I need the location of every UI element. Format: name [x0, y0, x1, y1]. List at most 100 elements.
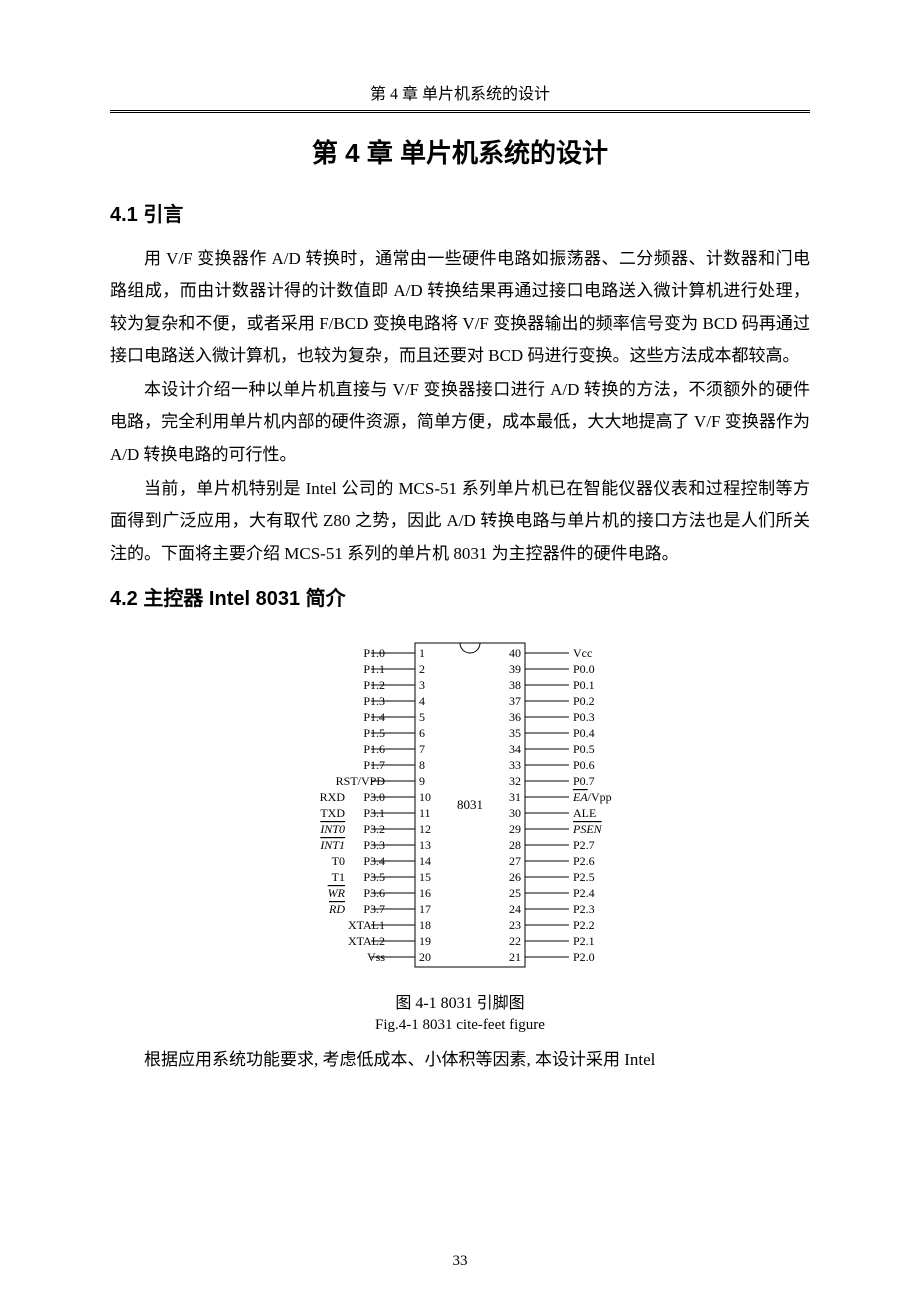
pin-diagram-8031: 8031 1 P1.0 2 P1.1 3 P1.2 4 P1.3 5 P1.4 6 P1.5 7 P1.6 8…	[110, 629, 810, 979]
svg-text:P1.7: P1.7	[363, 758, 385, 772]
svg-text:XTAL1: XTAL1	[348, 918, 385, 932]
section-4-2-title: 4.2 主控器 Intel 8031 简介	[110, 582, 810, 611]
svg-text:20: 20	[419, 950, 431, 964]
section-4-1-p3: 当前，单片机特别是 Intel 公司的 MCS-51 系列单片机已在智能仪器仪表…	[110, 473, 810, 570]
svg-text:INT0: INT0	[319, 822, 345, 836]
svg-text:35: 35	[509, 726, 521, 740]
section-4-2-p1: 根据应用系统功能要求, 考虑低成本、小体积等因素, 本设计采用 Intel	[110, 1044, 810, 1076]
svg-text:P2.1: P2.1	[573, 934, 595, 948]
page-header: 第 4 章 单片机系统的设计	[110, 80, 810, 113]
svg-text:P3.5: P3.5	[363, 870, 385, 884]
svg-text:6: 6	[419, 726, 425, 740]
chip-pinout-svg: 8031 1 P1.0 2 P1.1 3 P1.2 4 P1.3 5 P1.4 6 P1.5 7 P1.6 8…	[260, 629, 660, 979]
svg-text:34: 34	[509, 742, 521, 756]
svg-text:RST/VPD: RST/VPD	[336, 774, 386, 788]
section-4-1-p2: 本设计介绍一种以单片机直接与 V/F 变换器接口进行 A/D 转换的方法，不须额…	[110, 374, 810, 471]
svg-text:P1.5: P1.5	[363, 726, 385, 740]
svg-text:P0.1: P0.1	[573, 678, 595, 692]
svg-text:P2.0: P2.0	[573, 950, 595, 964]
svg-text:12: 12	[419, 822, 431, 836]
svg-text:28: 28	[509, 838, 521, 852]
svg-text:P0.3: P0.3	[573, 710, 595, 724]
svg-text:P2.3: P2.3	[573, 902, 595, 916]
svg-text:P0.2: P0.2	[573, 694, 595, 708]
svg-text:7: 7	[419, 742, 425, 756]
svg-text:P2.2: P2.2	[573, 918, 595, 932]
svg-text:P0.7: P0.7	[573, 774, 595, 788]
svg-text:40: 40	[509, 646, 521, 660]
svg-text:4: 4	[419, 694, 425, 708]
svg-text:19: 19	[419, 934, 431, 948]
svg-text:P3.7: P3.7	[363, 902, 385, 916]
svg-text:11: 11	[419, 806, 431, 820]
chapter-title: 第 4 章 单片机系统的设计	[110, 133, 810, 170]
svg-text:5: 5	[419, 710, 425, 724]
svg-text:14: 14	[419, 854, 431, 868]
figure-caption-en: Fig.4-1 8031 cite-feet figure	[110, 1017, 810, 1034]
svg-text:P2.4: P2.4	[573, 886, 595, 900]
svg-text:P0.0: P0.0	[573, 662, 595, 676]
svg-text:ALE: ALE	[573, 806, 596, 820]
svg-text:23: 23	[509, 918, 521, 932]
svg-text:24: 24	[509, 902, 521, 916]
svg-text:RXD: RXD	[320, 790, 346, 804]
svg-text:PSEN: PSEN	[572, 822, 603, 836]
svg-text:2: 2	[419, 662, 425, 676]
section-4-1-p1: 用 V/F 变换器作 A/D 转换时，通常由一些硬件电路如振荡器、二分频器、计数…	[110, 243, 810, 372]
svg-text:P3.6: P3.6	[363, 886, 385, 900]
svg-text:P1.6: P1.6	[363, 742, 385, 756]
figure-caption-cn: 图 4-1 8031 引脚图	[110, 989, 810, 1013]
svg-text:39: 39	[509, 662, 521, 676]
svg-text:10: 10	[419, 790, 431, 804]
svg-text:38: 38	[509, 678, 521, 692]
svg-text:37: 37	[509, 694, 521, 708]
svg-text:P3.1: P3.1	[363, 806, 385, 820]
svg-text:16: 16	[419, 886, 431, 900]
svg-text:P1.3: P1.3	[363, 694, 385, 708]
svg-text:P3.0: P3.0	[363, 790, 385, 804]
svg-text:Vss: Vss	[367, 950, 385, 964]
svg-text:1: 1	[419, 646, 425, 660]
svg-text:30: 30	[509, 806, 521, 820]
svg-text:25: 25	[509, 886, 521, 900]
svg-text:18: 18	[419, 918, 431, 932]
svg-text:P0.5: P0.5	[573, 742, 595, 756]
svg-text:INT1: INT1	[319, 838, 345, 852]
svg-text:3: 3	[419, 678, 425, 692]
svg-text:P3.3: P3.3	[363, 838, 385, 852]
svg-text:13: 13	[419, 838, 431, 852]
svg-text:EA/Vpp: EA/Vpp	[572, 790, 612, 804]
page-number: 33	[0, 1253, 920, 1270]
svg-text:29: 29	[509, 822, 521, 836]
svg-text:WR: WR	[328, 886, 346, 900]
svg-text:P1.1: P1.1	[363, 662, 385, 676]
section-4-1-title: 4.1 引言	[110, 198, 810, 227]
svg-text:33: 33	[509, 758, 521, 772]
svg-text:31: 31	[509, 790, 521, 804]
svg-text:P3.4: P3.4	[363, 854, 385, 868]
svg-text:8: 8	[419, 758, 425, 772]
svg-text:27: 27	[509, 854, 521, 868]
svg-text:P1.4: P1.4	[363, 710, 385, 724]
svg-text:T1: T1	[332, 870, 345, 884]
svg-text:21: 21	[509, 950, 521, 964]
svg-text:Vcc: Vcc	[573, 646, 592, 660]
svg-text:17: 17	[419, 902, 431, 916]
svg-text:15: 15	[419, 870, 431, 884]
svg-text:P1.0: P1.0	[363, 646, 385, 660]
svg-text:RD: RD	[328, 902, 345, 916]
svg-text:XTAL2: XTAL2	[348, 934, 385, 948]
page-header-text: 第 4 章 单片机系统的设计	[370, 86, 550, 103]
svg-text:P2.6: P2.6	[573, 854, 595, 868]
svg-text:P1.2: P1.2	[363, 678, 385, 692]
svg-text:P2.7: P2.7	[573, 838, 595, 852]
svg-text:P0.6: P0.6	[573, 758, 595, 772]
svg-text:26: 26	[509, 870, 521, 884]
svg-text:36: 36	[509, 710, 521, 724]
svg-text:P3.2: P3.2	[363, 822, 385, 836]
svg-text:32: 32	[509, 774, 521, 788]
svg-text:TXD: TXD	[320, 806, 345, 820]
svg-text:P0.4: P0.4	[573, 726, 595, 740]
svg-text:22: 22	[509, 934, 521, 948]
svg-text:8031: 8031	[457, 797, 483, 812]
